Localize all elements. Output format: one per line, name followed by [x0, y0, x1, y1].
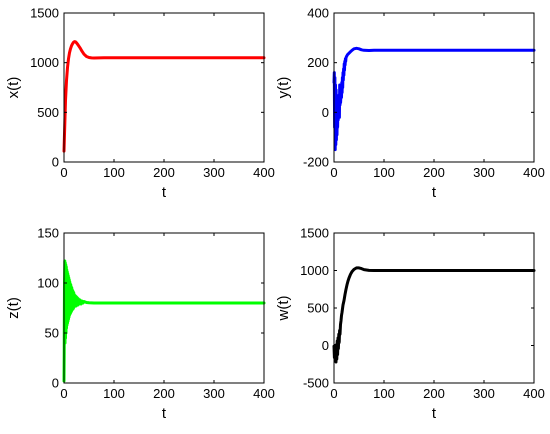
- w-plot-series-line: [332, 266, 536, 364]
- y-plot-ylabel: y(t): [275, 77, 292, 99]
- x-plot-ytick-label: 500: [37, 105, 59, 120]
- y-plot-xlabel: t: [432, 184, 437, 201]
- x-plot-xtick-label: 200: [153, 165, 175, 180]
- y-plot-ytick-label: -200: [303, 155, 329, 170]
- z-plot-ytick-label: 100: [37, 276, 59, 291]
- y-plot-series-line: [332, 46, 536, 152]
- y-plot-xtick-label: 200: [423, 165, 445, 180]
- x-plot-xtick-label: 300: [203, 165, 225, 180]
- x-plot-xtick-label: 100: [103, 165, 125, 180]
- x-plot-ytick-label: 1500: [30, 6, 59, 21]
- x-plot-ytick-label: 1000: [30, 55, 59, 70]
- z-plot-ytick-label: 50: [45, 326, 59, 341]
- w-plot-ytick-label: -500: [303, 376, 329, 391]
- w-plot-ylabel: w(t): [275, 296, 292, 322]
- x-plot-series-line: [62, 40, 266, 153]
- w-plot-xtick-label: 200: [423, 386, 445, 401]
- y-plot-xtick-label: 300: [473, 165, 495, 180]
- x-plot: 0 100 200 300 400 0 500 1000 1500 t x(t): [5, 6, 275, 202]
- z-plot-ytick-label: 150: [37, 226, 59, 241]
- z-plot-xtick-label: 300: [203, 386, 225, 401]
- x-plot-axes-box: [63, 12, 265, 163]
- z-plot-xlabel: t: [162, 405, 167, 422]
- z-plot-ytick-label: 0: [52, 376, 59, 391]
- x-plot-xtick-label: 400: [253, 165, 275, 180]
- w-plot-xlabel: t: [432, 405, 437, 422]
- w-plot-xtick-label: 400: [523, 386, 545, 401]
- y-plot-xtick-label: 400: [523, 165, 545, 180]
- x-plot-ytick-label: 0: [52, 155, 59, 170]
- w-plot-ytick-label: 500: [307, 301, 329, 316]
- y-plot-axes-box: [333, 12, 535, 163]
- w-plot-ytick-label: 1000: [300, 263, 329, 278]
- z-plot-xtick-label: 100: [103, 386, 125, 401]
- z-plot-series-line: [62, 259, 266, 383]
- z-plot-xtick-label: 400: [253, 386, 275, 401]
- z-plot-xtick-label: 0: [60, 386, 67, 401]
- y-plot-xtick-label: 100: [373, 165, 395, 180]
- z-plot: 0 100 200 300 400 0 50 100 150 t z(t): [5, 226, 275, 423]
- w-plot-xtick-label: 300: [473, 386, 495, 401]
- w-plot-xtick-label: 0: [330, 386, 337, 401]
- w-plot-xtick-label: 100: [373, 386, 395, 401]
- y-plot-xtick-label: 0: [330, 165, 337, 180]
- y-plot-ytick-label: 200: [307, 55, 329, 70]
- x-plot-ylabel: x(t): [5, 77, 22, 99]
- z-plot-axes-box: [63, 232, 265, 384]
- x-plot-xtick-label: 0: [60, 165, 67, 180]
- y-plot-ytick-label: 400: [307, 6, 329, 21]
- w-plot-ytick-label: 0: [322, 338, 329, 353]
- w-plot-axes-box: [333, 232, 535, 384]
- w-plot-ytick-label: 1500: [300, 226, 329, 241]
- x-plot-xlabel: t: [162, 184, 167, 201]
- y-plot-ytick-label: 0: [322, 105, 329, 120]
- z-plot-ylabel: z(t): [5, 297, 22, 319]
- z-plot-xtick-label: 200: [153, 386, 175, 401]
